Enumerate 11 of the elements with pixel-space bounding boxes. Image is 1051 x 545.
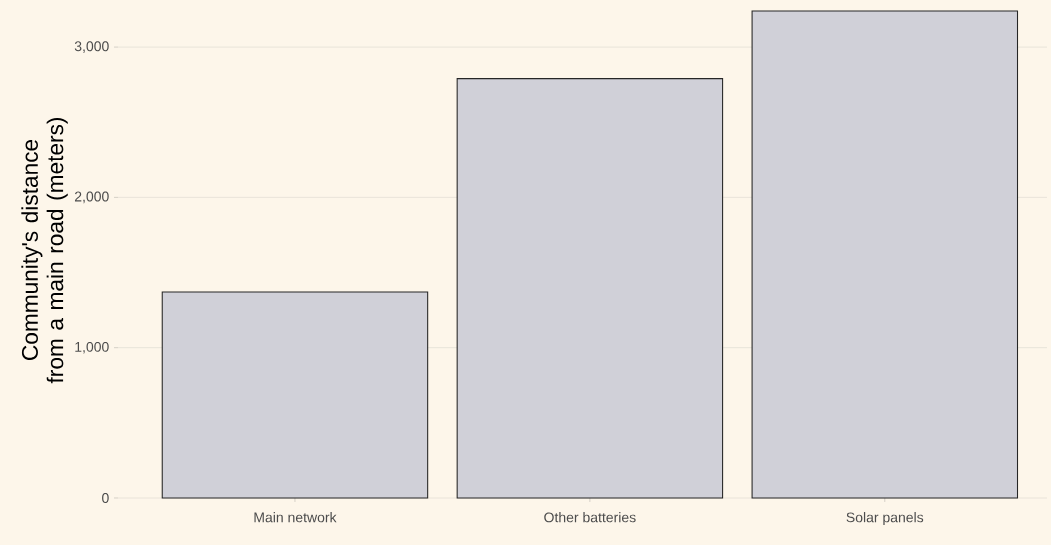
y-tick-label: 0 [102, 493, 109, 503]
x-tick-label: Other batteries [544, 512, 636, 523]
bar [751, 10, 1019, 499]
y-axis-title: Community's distance from a main road (meters) [21, 117, 68, 384]
bar [161, 291, 429, 499]
y-tick-label: 1,000 [75, 341, 109, 354]
x-tick-label: Main network [254, 512, 337, 523]
bar [456, 78, 724, 499]
y-tick-label: 3,000 [74, 41, 109, 53]
y-tick-label: 2,000 [74, 191, 109, 204]
x-tick-label: Solar panels [846, 512, 924, 526]
